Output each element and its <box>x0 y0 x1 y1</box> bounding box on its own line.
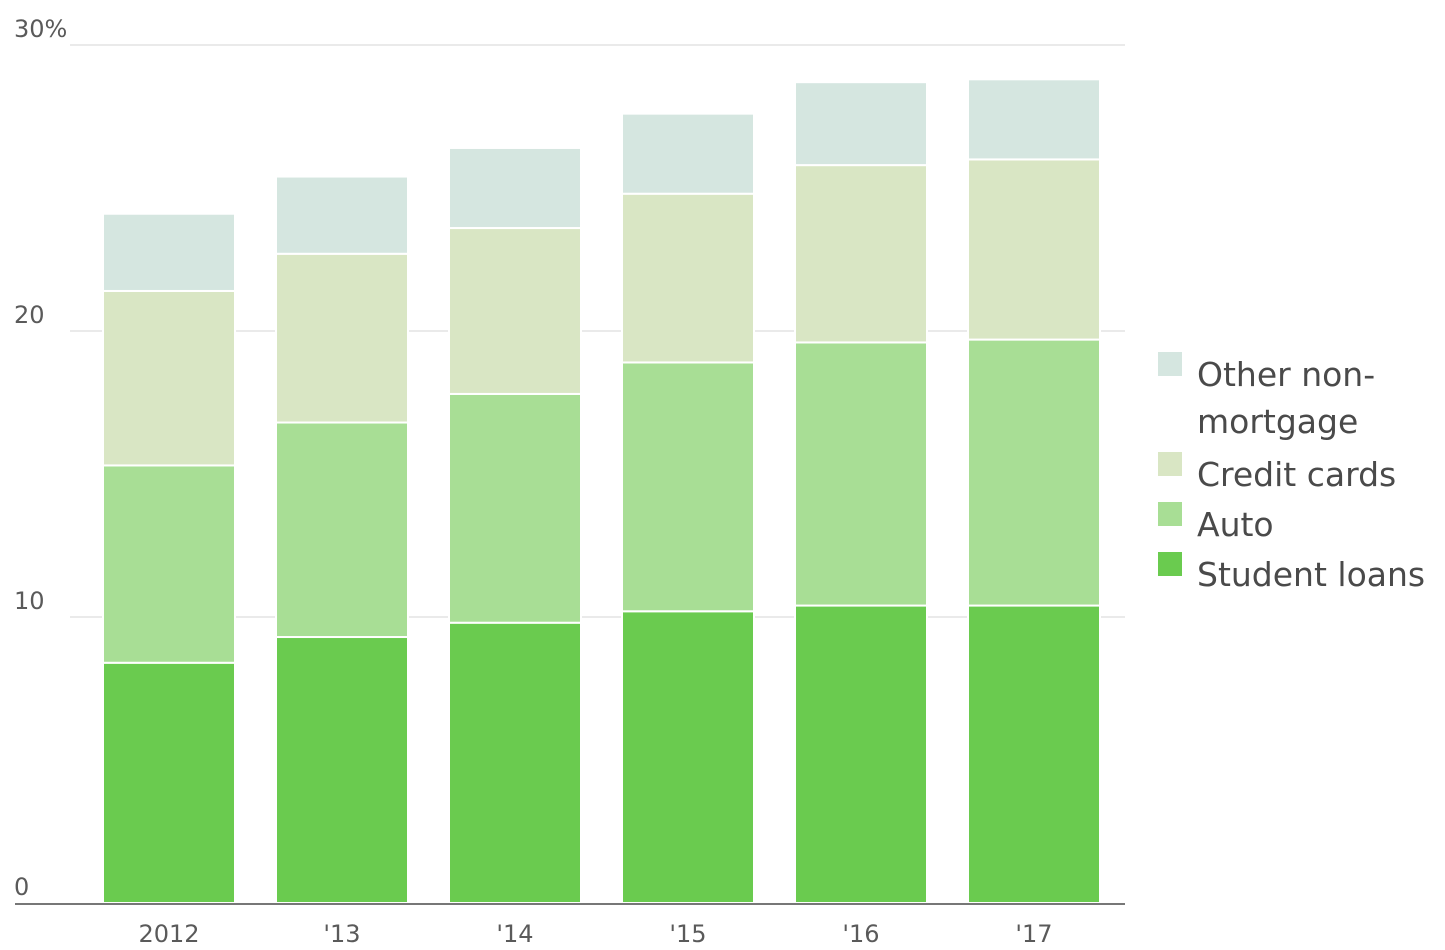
bar-segment-credit-cards <box>621 192 755 364</box>
bar-stack <box>621 112 755 905</box>
bar-segment-credit-cards <box>967 158 1101 341</box>
bar-stack <box>794 81 928 904</box>
x-tick-label: '14 <box>496 920 533 948</box>
bar-segment-student-loans <box>621 610 755 905</box>
x-tick-label: '15 <box>669 920 706 948</box>
legend-swatch <box>1158 502 1182 526</box>
bar-segment-student-loans <box>275 636 409 905</box>
bar-stack <box>102 212 236 905</box>
bar-segment-auto <box>967 338 1101 607</box>
legend-swatch <box>1158 352 1182 376</box>
bar-stack <box>275 175 409 905</box>
bar-stack <box>448 146 582 904</box>
x-tick-label: '17 <box>1015 920 1052 948</box>
legend-entry: Other non-mortgage <box>1158 352 1375 441</box>
x-tick-label: 2012 <box>138 920 199 948</box>
legend-label: Other non- <box>1197 355 1375 394</box>
bar-segment-auto <box>102 464 236 664</box>
y-tick-label: 0 <box>14 873 29 901</box>
legend-label: Credit cards <box>1197 455 1396 494</box>
bar-segment-credit-cards <box>102 289 236 467</box>
bar-segment-student-loans <box>102 661 236 905</box>
bar-segment-other-non-mortgage <box>448 146 582 230</box>
bar-segment-other-non-mortgage <box>621 112 755 195</box>
legend-label: Auto <box>1197 505 1274 544</box>
legend-entry: Auto <box>1158 502 1274 544</box>
bar-segment-other-non-mortgage <box>794 81 928 167</box>
bar-segment-auto <box>448 392 582 624</box>
legend-label: Student loans <box>1197 555 1425 594</box>
legend-entry: Credit cards <box>1158 452 1396 494</box>
x-tick-label: '16 <box>842 920 879 948</box>
bar-segment-auto <box>621 361 755 613</box>
bar-segment-student-loans <box>794 604 928 904</box>
bar-stack <box>967 78 1101 904</box>
bar-segment-other-non-mortgage <box>102 212 236 292</box>
y-tick-labels: 0 10 20 30% <box>14 15 67 901</box>
x-tick-labels: 2012 '13 '14 '15 '16 '17 <box>138 920 1052 948</box>
bar-segment-other-non-mortgage <box>967 78 1101 161</box>
y-tick-label: 10 <box>14 587 45 615</box>
bar-segment-credit-cards <box>794 164 928 344</box>
bar-segment-student-loans <box>967 604 1101 904</box>
bar-segment-other-non-mortgage <box>275 175 409 255</box>
legend-entry: Student loans <box>1158 552 1425 594</box>
y-tick-label: 30% <box>14 15 67 43</box>
x-tick-label: '13 <box>323 920 360 948</box>
bar-segment-auto <box>275 421 409 639</box>
legend-swatch <box>1158 452 1182 476</box>
bar-segment-auto <box>794 341 928 607</box>
legend-label: mortgage <box>1197 402 1358 441</box>
legend-swatch <box>1158 552 1182 576</box>
gridlines <box>70 44 1125 618</box>
bars <box>102 78 1101 905</box>
bar-segment-credit-cards <box>275 252 409 424</box>
y-tick-label: 20 <box>14 301 45 329</box>
bar-segment-credit-cards <box>448 227 582 395</box>
bar-segment-student-loans <box>448 621 582 904</box>
legend: Other non-mortgage Credit cards Auto Studen… <box>1158 352 1425 594</box>
